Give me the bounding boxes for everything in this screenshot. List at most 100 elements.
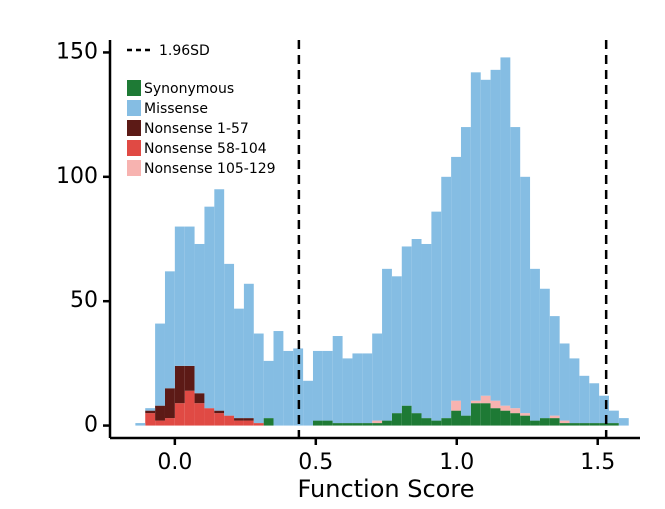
bar-segment [174, 226, 185, 366]
bar-segment [549, 316, 560, 416]
bar-segment [500, 57, 511, 406]
x-axis-label: Function Score [298, 475, 475, 503]
legend-label: Synonymous [144, 81, 234, 97]
bar-segment [520, 415, 531, 426]
bar-segment [155, 323, 165, 406]
bar-segment [599, 423, 609, 426]
bar-segment [273, 331, 284, 426]
bar-segment [382, 268, 392, 421]
bar-segment [480, 395, 491, 404]
bar-segment [599, 395, 609, 424]
bar-segment [490, 69, 501, 401]
bar-segment [243, 420, 254, 426]
bar-segment [312, 420, 323, 426]
bar-segment [372, 333, 383, 421]
bar-segment [155, 420, 165, 426]
bar-segment [283, 350, 294, 426]
bar-segment [214, 189, 225, 411]
bar-segment [164, 388, 175, 419]
bar-segment [332, 336, 343, 424]
bar-segment [569, 358, 580, 424]
bar-segment [520, 413, 531, 416]
bar-segment [135, 423, 146, 426]
bar-segment [421, 418, 432, 426]
bar-segment [549, 415, 560, 419]
x-tick-label: 1.0 [439, 450, 474, 475]
bar-segment [263, 418, 274, 426]
bar-segment [451, 400, 461, 411]
bar-segment [608, 410, 619, 424]
bar-segment [214, 413, 225, 426]
bar-segment [500, 410, 511, 426]
bar-segment [530, 420, 540, 426]
bar-segment [431, 420, 442, 426]
bar-segment [480, 403, 491, 426]
bar-segment [362, 353, 373, 424]
bar-segment [618, 418, 629, 426]
bar-segment [441, 176, 452, 419]
bar-segment [608, 423, 619, 426]
bar-segment [362, 423, 373, 426]
x-tick-label: 1.5 [580, 450, 615, 475]
legend-label: Nonsense 58-104 [144, 141, 267, 157]
legend-label: Missense [144, 101, 208, 117]
bar-segment [470, 403, 481, 426]
bar-segment [322, 350, 333, 421]
bar-segment [303, 380, 313, 426]
bar-segment [184, 390, 195, 426]
bar-segment [174, 365, 185, 404]
bar-segment [549, 418, 560, 426]
legend-swatch [127, 100, 141, 116]
bar-segment [322, 420, 333, 426]
bar-segment [145, 408, 156, 411]
bar-segment [470, 400, 481, 404]
bar-segment [451, 410, 461, 426]
bar-segment [372, 423, 383, 426]
bar-segment [184, 226, 195, 366]
bar-segment [194, 243, 205, 394]
bar-segment [164, 418, 175, 426]
bar-segment [589, 383, 600, 424]
bar-segment [589, 423, 600, 426]
bar-segment [234, 420, 244, 426]
bar-segment [243, 283, 254, 419]
bar-segment [342, 358, 353, 424]
bar-segment [352, 353, 363, 424]
bar-segment [470, 72, 481, 401]
bar-segment [510, 413, 521, 426]
bar-segment [460, 415, 471, 426]
legend-label: 1.96SD [159, 43, 210, 59]
bar-segment [441, 418, 452, 426]
bar-segment [164, 271, 175, 389]
bar-segment [401, 246, 412, 406]
legend-label: Nonsense 105-129 [144, 161, 276, 177]
y-tick-label: 100 [56, 164, 98, 189]
bar-segment [569, 423, 580, 426]
bar-segment [194, 403, 205, 426]
bar-segment [490, 408, 501, 426]
x-tick-label: 0.0 [157, 450, 192, 475]
bar-segment [234, 418, 244, 421]
bar-segment [559, 343, 570, 421]
bar-segment [214, 410, 225, 414]
bar-segment [431, 211, 442, 421]
bar-segment [559, 420, 570, 424]
y-tick-label: 50 [70, 288, 98, 313]
legend-swatch [127, 120, 141, 136]
bar-segment [539, 288, 550, 419]
bar-segment [155, 405, 165, 421]
bar-segment [263, 360, 274, 419]
bar-segment [411, 239, 422, 414]
bar-segment [253, 333, 264, 424]
bar-segment [312, 350, 323, 421]
x-tick-label: 0.5 [298, 450, 333, 475]
bar-segment [510, 408, 521, 414]
bar-segment [411, 413, 422, 426]
legend-label: Nonsense 1-57 [144, 121, 249, 137]
bar-segment [224, 263, 235, 416]
bar-segment [421, 243, 432, 419]
bar-segment [342, 423, 353, 426]
bar-segment [145, 413, 156, 426]
bar-segment [391, 276, 402, 414]
legend-swatch [127, 80, 141, 96]
